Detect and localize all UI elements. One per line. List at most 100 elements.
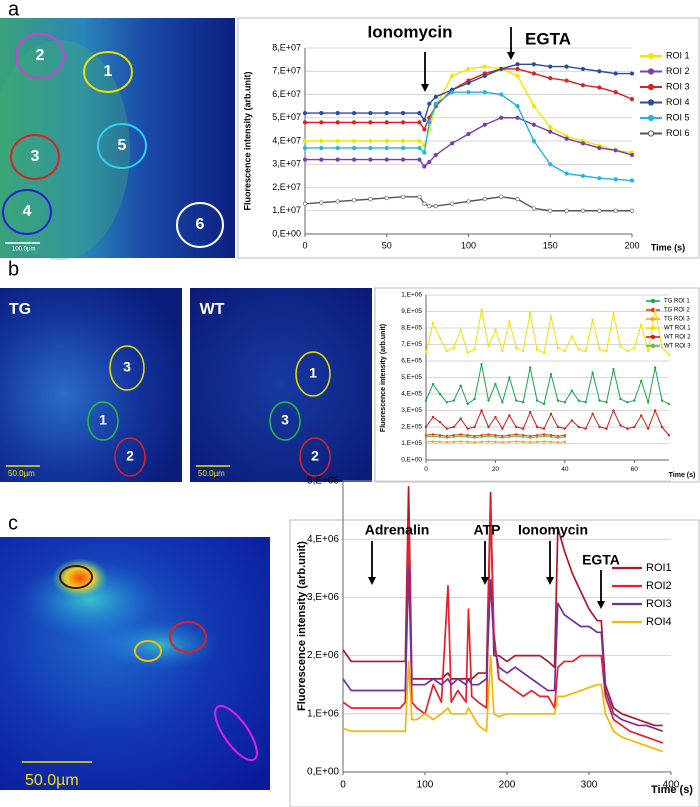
legend-label: ROI 2 (666, 66, 690, 76)
data-point (494, 328, 497, 331)
data-point (531, 104, 537, 109)
roi-label: 3 (31, 148, 40, 165)
data-point (528, 366, 532, 369)
data-point (401, 145, 406, 151)
data-point (302, 120, 308, 125)
roi-label: 3 (123, 359, 131, 375)
data-point (577, 425, 580, 429)
panel-label: a (8, 0, 20, 20)
data-point (542, 351, 546, 354)
data-point (368, 145, 373, 151)
data-point (629, 71, 635, 76)
data-point (433, 152, 438, 158)
data-point (515, 73, 520, 78)
data-point (431, 434, 435, 438)
data-point (466, 440, 469, 444)
roi-label: 1 (104, 63, 113, 80)
data-point (459, 434, 462, 438)
data-point (597, 145, 602, 151)
data-point (487, 425, 490, 429)
data-point (351, 120, 357, 125)
data-point (433, 94, 438, 99)
data-point (563, 440, 567, 444)
roi-label: 2 (126, 448, 134, 464)
data-point (450, 201, 455, 206)
data-point (580, 173, 586, 178)
data-point (482, 64, 487, 69)
x-tick-label: 20 (492, 466, 500, 473)
data-point (501, 349, 504, 353)
data-point (368, 120, 373, 125)
series-line (425, 309, 670, 355)
y-tick-label: 4,E+07 (272, 135, 301, 145)
data-point (480, 363, 483, 366)
data-point (459, 328, 462, 331)
data-point (598, 348, 601, 351)
data-point (570, 389, 573, 392)
data-point (466, 435, 469, 439)
data-point (501, 427, 504, 430)
data-point (542, 427, 546, 430)
data-point (531, 206, 537, 211)
data-point (473, 425, 476, 429)
data-point (499, 115, 504, 120)
data-point (499, 66, 504, 72)
data-point (473, 397, 476, 401)
legend-marker (650, 298, 656, 304)
data-point (521, 427, 525, 430)
data-point (556, 346, 560, 349)
legend-label: WT ROI 3 (664, 344, 691, 350)
data-point (591, 318, 594, 321)
x-tick-label: 0 (302, 240, 307, 250)
data-point (417, 145, 422, 151)
data-point (438, 336, 442, 340)
legend-label: WT ROI 2 (664, 335, 691, 341)
data-point (653, 308, 657, 312)
y-tick-label: 0,E+00 (307, 767, 339, 778)
data-point (487, 344, 490, 348)
data-point (302, 138, 308, 144)
data-point (548, 124, 553, 130)
data-point (480, 409, 483, 412)
data-point (384, 157, 389, 162)
legend-label: ROI 3 (666, 81, 690, 91)
y-tick-label: 2,E+06 (307, 650, 339, 661)
legend-marker (647, 114, 655, 122)
panel-label: c (8, 512, 18, 534)
data-point (613, 177, 618, 182)
data-point (548, 162, 553, 167)
chart-frame (237, 17, 700, 259)
data-point (384, 145, 389, 151)
data-point (535, 348, 539, 351)
data-point (335, 110, 340, 116)
data-point (612, 409, 615, 412)
data-point (646, 427, 650, 430)
data-point (335, 145, 340, 151)
data-point (473, 440, 476, 444)
data-point (445, 427, 449, 430)
data-point (528, 436, 532, 439)
roi-label: 2 (36, 47, 45, 64)
data-point (417, 194, 422, 199)
data-point (563, 401, 567, 404)
data-point (542, 402, 546, 406)
data-point (549, 315, 553, 318)
data-point (612, 311, 615, 315)
data-point (424, 435, 428, 439)
data-point (302, 145, 308, 151)
data-point (501, 440, 504, 444)
y-tick-label: 0,E+00 (272, 228, 301, 238)
y-tick-label: 8,E+07 (272, 42, 301, 52)
data-point (466, 131, 471, 137)
data-point (424, 440, 428, 444)
data-point (466, 80, 471, 85)
roi-label: 5 (118, 137, 127, 154)
annotation: EGTA (525, 29, 571, 48)
x-tick-label: 300 (581, 780, 598, 791)
legend-label: ROI4 (646, 616, 672, 628)
data-point (494, 415, 497, 419)
data-point (564, 208, 569, 213)
data-point (542, 440, 546, 443)
x-tick-label: 200 (499, 780, 516, 791)
data-point (633, 399, 636, 402)
